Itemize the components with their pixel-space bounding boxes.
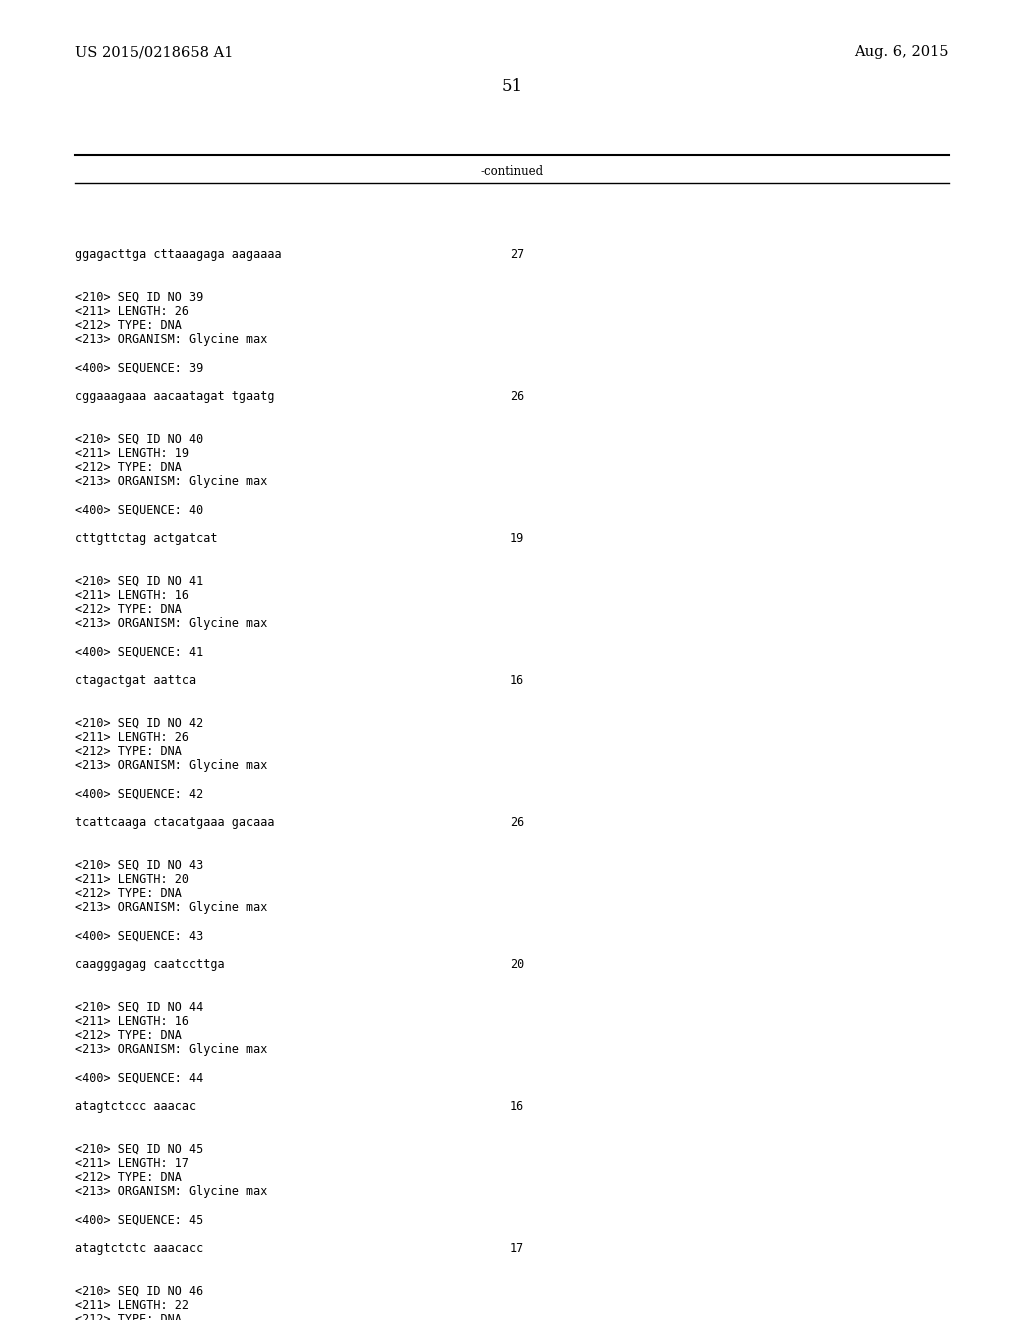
Text: <212> TYPE: DNA: <212> TYPE: DNA — [75, 744, 182, 758]
Text: 26: 26 — [510, 389, 524, 403]
Text: 16: 16 — [510, 1100, 524, 1113]
Text: <211> LENGTH: 16: <211> LENGTH: 16 — [75, 589, 189, 602]
Text: Aug. 6, 2015: Aug. 6, 2015 — [854, 45, 949, 59]
Text: US 2015/0218658 A1: US 2015/0218658 A1 — [75, 45, 233, 59]
Text: <213> ORGANISM: Glycine max: <213> ORGANISM: Glycine max — [75, 759, 267, 772]
Text: <400> SEQUENCE: 42: <400> SEQUENCE: 42 — [75, 788, 203, 801]
Text: <400> SEQUENCE: 44: <400> SEQUENCE: 44 — [75, 1072, 203, 1085]
Text: 20: 20 — [510, 958, 524, 972]
Text: <212> TYPE: DNA: <212> TYPE: DNA — [75, 461, 182, 474]
Text: 16: 16 — [510, 675, 524, 686]
Text: ggagacttga cttaaagaga aagaaaa: ggagacttga cttaaagaga aagaaaa — [75, 248, 282, 261]
Text: <210> SEQ ID NO 46: <210> SEQ ID NO 46 — [75, 1284, 203, 1298]
Text: 27: 27 — [510, 248, 524, 261]
Text: <211> LENGTH: 26: <211> LENGTH: 26 — [75, 731, 189, 743]
Text: <211> LENGTH: 26: <211> LENGTH: 26 — [75, 305, 189, 318]
Text: <400> SEQUENCE: 39: <400> SEQUENCE: 39 — [75, 362, 203, 375]
Text: -continued: -continued — [480, 165, 544, 178]
Text: <212> TYPE: DNA: <212> TYPE: DNA — [75, 887, 182, 900]
Text: <211> LENGTH: 20: <211> LENGTH: 20 — [75, 873, 189, 886]
Text: 19: 19 — [510, 532, 524, 545]
Text: <213> ORGANISM: Glycine max: <213> ORGANISM: Glycine max — [75, 333, 267, 346]
Text: <211> LENGTH: 16: <211> LENGTH: 16 — [75, 1015, 189, 1028]
Text: 51: 51 — [502, 78, 522, 95]
Text: <400> SEQUENCE: 40: <400> SEQUENCE: 40 — [75, 504, 203, 516]
Text: atagtctccc aaacac: atagtctccc aaacac — [75, 1100, 197, 1113]
Text: <213> ORGANISM: Glycine max: <213> ORGANISM: Glycine max — [75, 618, 267, 630]
Text: 26: 26 — [510, 816, 524, 829]
Text: ctagactgat aattca: ctagactgat aattca — [75, 675, 197, 686]
Text: cttgttctag actgatcat: cttgttctag actgatcat — [75, 532, 217, 545]
Text: <210> SEQ ID NO 41: <210> SEQ ID NO 41 — [75, 574, 203, 587]
Text: <212> TYPE: DNA: <212> TYPE: DNA — [75, 603, 182, 616]
Text: <400> SEQUENCE: 43: <400> SEQUENCE: 43 — [75, 929, 203, 942]
Text: caagggagag caatccttga: caagggagag caatccttga — [75, 958, 224, 972]
Text: tcattcaaga ctacatgaaa gacaaa: tcattcaaga ctacatgaaa gacaaa — [75, 816, 274, 829]
Text: <213> ORGANISM: Glycine max: <213> ORGANISM: Glycine max — [75, 902, 267, 915]
Text: cggaaagaaa aacaatagat tgaatg: cggaaagaaa aacaatagat tgaatg — [75, 389, 274, 403]
Text: <400> SEQUENCE: 45: <400> SEQUENCE: 45 — [75, 1213, 203, 1226]
Text: <210> SEQ ID NO 43: <210> SEQ ID NO 43 — [75, 858, 203, 871]
Text: atagtctctc aaacacc: atagtctctc aaacacc — [75, 1242, 203, 1255]
Text: <211> LENGTH: 19: <211> LENGTH: 19 — [75, 446, 189, 459]
Text: <211> LENGTH: 22: <211> LENGTH: 22 — [75, 1299, 189, 1312]
Text: <211> LENGTH: 17: <211> LENGTH: 17 — [75, 1156, 189, 1170]
Text: <210> SEQ ID NO 42: <210> SEQ ID NO 42 — [75, 717, 203, 730]
Text: <213> ORGANISM: Glycine max: <213> ORGANISM: Glycine max — [75, 1185, 267, 1199]
Text: <210> SEQ ID NO 45: <210> SEQ ID NO 45 — [75, 1143, 203, 1155]
Text: <212> TYPE: DNA: <212> TYPE: DNA — [75, 1171, 182, 1184]
Text: <210> SEQ ID NO 44: <210> SEQ ID NO 44 — [75, 1001, 203, 1014]
Text: <212> TYPE: DNA: <212> TYPE: DNA — [75, 1313, 182, 1320]
Text: <213> ORGANISM: Glycine max: <213> ORGANISM: Glycine max — [75, 475, 267, 488]
Text: <213> ORGANISM: Glycine max: <213> ORGANISM: Glycine max — [75, 1043, 267, 1056]
Text: <400> SEQUENCE: 41: <400> SEQUENCE: 41 — [75, 645, 203, 659]
Text: <210> SEQ ID NO 39: <210> SEQ ID NO 39 — [75, 290, 203, 304]
Text: <212> TYPE: DNA: <212> TYPE: DNA — [75, 1030, 182, 1041]
Text: <212> TYPE: DNA: <212> TYPE: DNA — [75, 319, 182, 333]
Text: 17: 17 — [510, 1242, 524, 1255]
Text: <210> SEQ ID NO 40: <210> SEQ ID NO 40 — [75, 433, 203, 446]
